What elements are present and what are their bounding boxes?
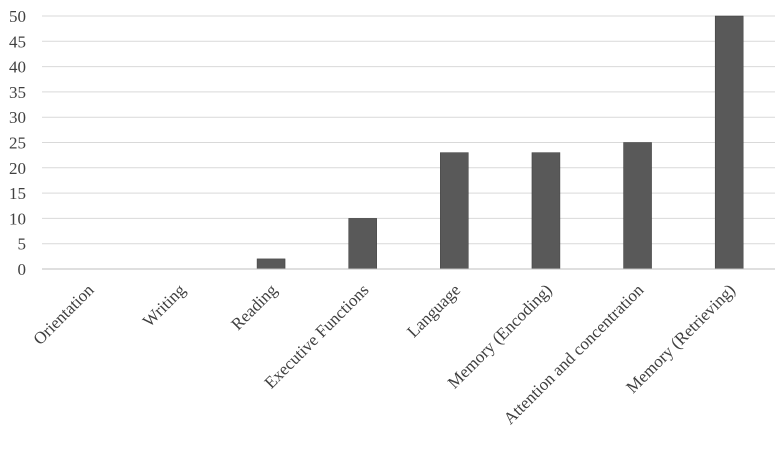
- x-tick-label: Orientation: [29, 280, 98, 349]
- y-tick-label: 10: [9, 209, 26, 228]
- bar-2: [256, 258, 286, 270]
- y-axis-tick-labels: 0 5 10 15 20 25 30 35 40 45 50: [9, 7, 26, 279]
- y-tick-label: 0: [18, 260, 27, 279]
- bar-4: [440, 152, 469, 270]
- y-tick-label: 20: [9, 159, 26, 178]
- y-tick-label: 5: [18, 235, 27, 254]
- x-tick-label: Language: [403, 280, 464, 341]
- y-tick-label: 30: [9, 108, 26, 127]
- grid-lines: [42, 15, 775, 245]
- y-tick-label: 45: [9, 32, 26, 51]
- bars: [256, 15, 744, 270]
- bar-3: [348, 218, 377, 270]
- bar-7: [714, 15, 744, 270]
- y-tick-label: 25: [9, 134, 26, 153]
- x-tick-label: Reading: [227, 280, 281, 334]
- bar-5: [531, 152, 561, 270]
- y-tick-label: 15: [9, 184, 26, 203]
- y-tick-label: 50: [9, 7, 26, 26]
- y-tick-label: 35: [9, 83, 26, 102]
- y-tick-label: 40: [9, 58, 26, 77]
- x-tick-label: Writing: [139, 280, 190, 331]
- bar-6: [623, 142, 652, 270]
